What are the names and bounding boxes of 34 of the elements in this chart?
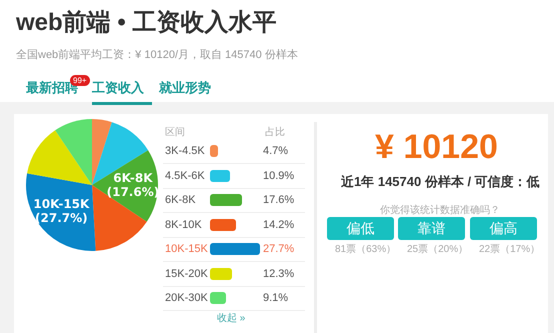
data-label: 10.9% [263,170,294,182]
text: 近1年 145740 份样本 / 可信度：低 [341,173,540,191]
legend-label: 4.5K-6K [165,170,205,182]
text: 22票（17%） [479,243,540,256]
legend-label: 10K-15K [165,243,208,255]
text: (17.6%) [106,184,160,199]
slice-label: 10K-15K [33,197,90,212]
data-label: 17.6% [263,194,294,206]
legend-label: 15K-20K [165,268,208,280]
text: 占比 [265,126,285,139]
text: 收起 » [217,312,246,325]
text: (27.7%) [35,211,88,226]
legend-label: 20K-30K [165,292,208,304]
data-label: 4.7% [263,145,288,157]
text: 偏高 [470,217,537,240]
data-label: 12.3% [263,268,294,280]
chart-title: web前端 • 工资收入水平 [16,8,276,38]
legend-label: 3K-4.5K [165,145,205,157]
data-label: 27.7% [263,243,294,255]
text: 偏低 [327,217,394,240]
slice-label: 6K-8K [113,170,154,185]
text: ¥ 10120 [375,128,498,167]
text: 区间 [165,126,185,139]
text: 就业形势 [159,79,211,97]
chart-subtitle: 全国web前端平均工资：¥ 10120/月，取自 145740 份样本 [16,48,298,62]
legend-label: 6K-8K [165,194,196,206]
legend-label: 8K-10K [165,218,202,230]
text: 81票（63%） [335,243,396,256]
text: 靠谱 [398,217,465,240]
text: 你觉得该统计数据准确吗？ [380,204,500,217]
data-label: 14.2% [263,218,294,230]
text: 25票（20%） [407,243,468,256]
data-label: 9.1% [263,292,288,304]
text: 工资收入 [92,79,152,105]
